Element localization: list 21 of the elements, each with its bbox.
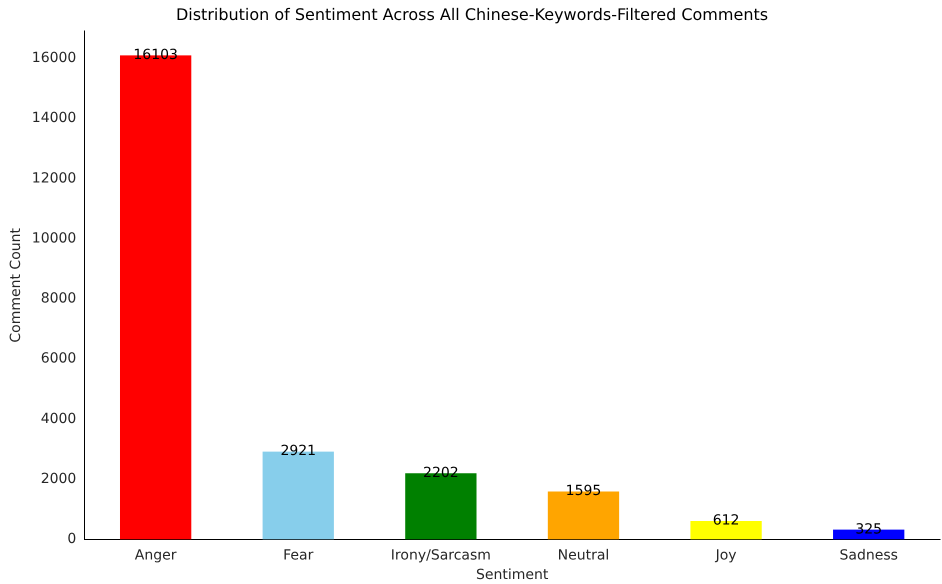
y-tick-label: 10000 bbox=[32, 230, 76, 246]
x-tick-label: Joy bbox=[714, 547, 737, 564]
x-axis-title: Sentiment bbox=[476, 567, 549, 584]
x-tick-label: Anger bbox=[134, 547, 177, 564]
y-tick-label: 6000 bbox=[40, 350, 76, 367]
x-tick-label: Irony/Sarcasm bbox=[390, 547, 491, 564]
y-tick-label: 8000 bbox=[40, 290, 76, 307]
y-tick-label: 12000 bbox=[32, 170, 76, 186]
y-axis-title: Comment Count bbox=[8, 227, 24, 343]
x-tick-label: Sadness bbox=[839, 547, 898, 564]
data-label: 1595 bbox=[566, 483, 602, 500]
y-tick-label: 14000 bbox=[32, 110, 76, 126]
y-tick-label: 2000 bbox=[40, 470, 76, 487]
x-tick-label: Fear bbox=[283, 547, 314, 564]
chart-title: Distribution of Sentiment Across All Chinese-Keywords-Filtered Comments bbox=[176, 4, 768, 24]
data-label: 612 bbox=[712, 512, 740, 529]
y-tick-label: 4000 bbox=[40, 410, 76, 427]
y-tick-label: 16000 bbox=[32, 50, 76, 66]
data-label: 2921 bbox=[280, 443, 316, 460]
y-tick-label: 0 bbox=[67, 531, 76, 548]
x-tick-label: Neutral bbox=[558, 547, 610, 564]
